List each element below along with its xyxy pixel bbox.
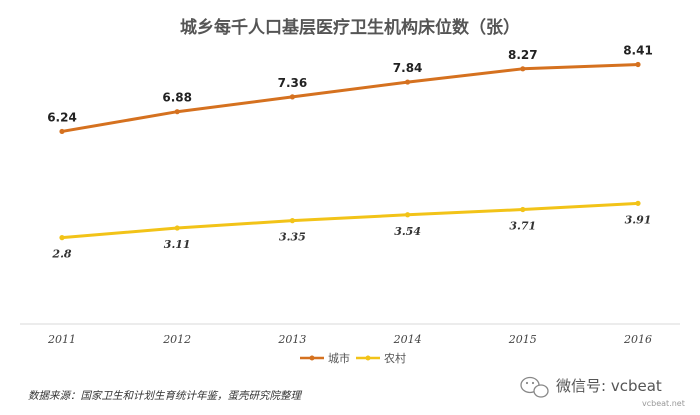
data-point-city: [59, 128, 65, 135]
data-label-city: 7.84: [393, 61, 423, 75]
series-layer: [59, 61, 641, 241]
legend-label-city: 城市: [328, 351, 350, 365]
data-label-rural: 2.8: [51, 248, 71, 261]
data-label-city: 6.88: [162, 91, 192, 105]
x-axis-ticks: 2011 2012 2013 2014 2015 2016: [47, 333, 652, 346]
data-label-rural: 3.71: [509, 220, 536, 233]
data-point-rural: [635, 200, 641, 206]
chart-title: 城乡每千人口基层医疗卫生机构床位数（张）: [180, 17, 520, 38]
x-tick-label: 2016: [623, 333, 652, 346]
data-point-rural: [174, 225, 180, 231]
data-label-rural: 3.35: [279, 231, 306, 244]
data-point-city: [520, 66, 526, 72]
x-tick-label: 2012: [162, 333, 191, 346]
data-point-city: [174, 109, 180, 115]
legend-label-rural: 农村: [384, 351, 406, 365]
data-point-city: [289, 94, 295, 100]
x-tick-label: 2011: [47, 333, 76, 346]
watermark-text: 微信号: vcbeat: [556, 377, 662, 395]
series-line-rural: [61, 201, 639, 240]
x-tick-label: 2015: [508, 333, 537, 346]
data-point-city: [405, 79, 411, 85]
data-point-city: [635, 61, 641, 68]
data-label-city: 7.36: [278, 76, 308, 90]
data-label-rural: 3.54: [394, 225, 421, 238]
legend-item-rural: 农村: [356, 351, 406, 365]
legend-item-city: 城市: [300, 351, 350, 365]
data-label-city: 6.24: [47, 110, 77, 124]
data-point-rural: [59, 235, 65, 241]
data-label-rural: 3.11: [164, 238, 191, 251]
data-point-rural: [520, 206, 526, 213]
legend: 城市 农村: [300, 351, 406, 365]
watermark-url: vcbeat.net: [642, 399, 685, 408]
data-label-city: 8.41: [623, 43, 653, 57]
data-point-rural: [405, 212, 411, 218]
legend-marker-city: [309, 355, 315, 361]
data-label-rural: 3.91: [625, 213, 652, 226]
data-label-city: 8.27: [508, 48, 538, 62]
watermark: 微信号: vcbeat vcbeat.net: [520, 376, 685, 408]
source-note: 数据来源：国家卫生和计划生育统计年鉴，蛋壳研究院整理: [28, 390, 302, 402]
x-tick-label: 2013: [277, 333, 306, 346]
data-point-rural: [289, 218, 295, 224]
wechat-icon: [520, 376, 549, 398]
legend-marker-rural: [365, 355, 371, 361]
data-labels-layer: 6.24 6.88 7.36 7.84 8.27 8.41 2.8 3.11 3.35 3.54 3…: [47, 43, 653, 260]
x-tick-label: 2014: [393, 333, 422, 346]
series-line-city: [61, 62, 639, 133]
